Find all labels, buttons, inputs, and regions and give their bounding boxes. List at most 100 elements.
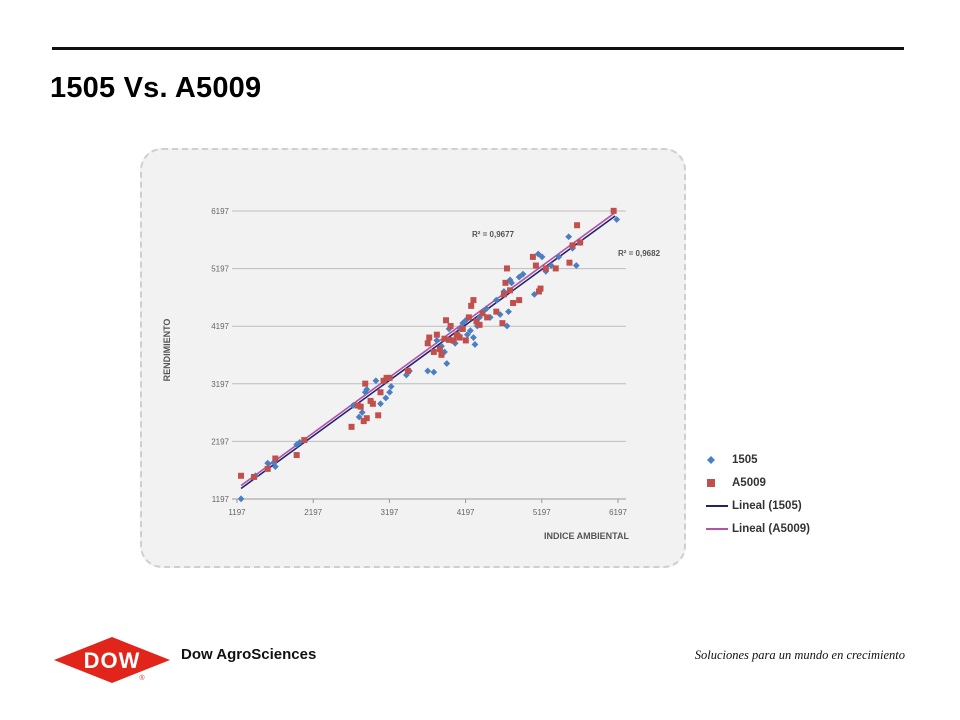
point-a5009: [503, 265, 510, 272]
point-a5009: [441, 335, 448, 342]
point-1505: [372, 377, 380, 385]
point-a5009: [462, 337, 469, 344]
point-a5009: [357, 403, 364, 410]
point-a5009: [473, 318, 480, 325]
point-a5009: [532, 262, 539, 269]
point-a5009: [610, 207, 617, 214]
point-a5009: [369, 400, 376, 407]
point-1505: [296, 438, 304, 446]
legend-label: Lineal (1505): [732, 499, 802, 512]
grid-lines: [232, 210, 626, 503]
point-a5009: [238, 472, 245, 479]
point-1505: [387, 383, 395, 390]
point-a5009: [447, 323, 454, 330]
point-a5009: [577, 239, 584, 246]
point-a5009: [502, 279, 509, 286]
data-points: [237, 207, 621, 503]
point-a5009: [450, 337, 457, 344]
point-a5009: [476, 321, 483, 328]
y-tick-label: 5197: [211, 265, 229, 274]
point-a5009: [360, 418, 367, 425]
point-a5009: [354, 402, 361, 409]
point-1505: [471, 341, 479, 348]
y-tick-label: 6197: [211, 207, 229, 216]
x-tick-label: 5197: [533, 508, 551, 517]
point-a5009: [426, 334, 433, 341]
point-1505: [467, 327, 474, 335]
point-a5009: [468, 302, 475, 309]
point-1505: [386, 388, 394, 396]
point-a5009: [383, 374, 390, 381]
point-1505: [430, 368, 438, 376]
x-tick-label: 6197: [609, 508, 627, 517]
brand-name: Dow AgroSciences: [181, 646, 317, 663]
x-tick-label: 1197: [228, 508, 246, 517]
point-a5009: [552, 265, 559, 272]
legend-label: A5009: [732, 476, 766, 489]
point-a5009: [542, 265, 549, 272]
point-a5009: [569, 242, 576, 249]
r2-annotation-1505: R² = 0,9682: [618, 249, 661, 258]
point-1505: [363, 385, 371, 393]
point-1505: [358, 409, 366, 416]
dow-diamond-icon: [54, 637, 170, 683]
point-a5009: [456, 334, 463, 341]
square-marker-icon: [707, 478, 715, 487]
point-a5009: [348, 423, 355, 430]
legend-label: Lineal (A5009): [732, 522, 810, 535]
point-1505: [565, 233, 573, 241]
y-tick-label: 3197: [211, 380, 229, 389]
point-1505: [508, 279, 515, 287]
point-a5009: [465, 314, 472, 321]
point-1505: [613, 216, 621, 223]
point-a5009: [430, 348, 437, 355]
footer: DOW ® Dow AgroSciences Soluciones para u…: [0, 630, 960, 690]
point-a5009: [264, 465, 271, 472]
point-1505: [492, 296, 500, 304]
x-tick-label: 3197: [381, 508, 399, 517]
point-1505: [505, 308, 512, 316]
point-1505: [382, 394, 390, 402]
point-a5009: [438, 351, 445, 358]
point-a5009: [453, 331, 460, 338]
point-a5009: [500, 291, 507, 298]
point-1505: [496, 311, 504, 318]
chart-panel: 1197 2197 3197 4197 5197 6197 1197 2197 3197 4197…: [140, 148, 686, 568]
line-marker-icon: [706, 527, 728, 530]
point-a5009: [404, 367, 411, 374]
registered-mark: ®: [139, 674, 145, 682]
axis-labels: INDICE AMBIENTAL RENDIMIENTO R² = 0,9677…: [162, 230, 661, 541]
point-1505: [377, 400, 384, 408]
diamond-marker-icon: [707, 455, 715, 464]
r2-annotation-a5009: R² = 0,9677: [472, 230, 515, 239]
point-a5009: [250, 473, 257, 480]
tagline: Soluciones para un mundo en crecimiento: [694, 648, 905, 662]
point-a5009: [380, 377, 387, 384]
point-1505: [470, 334, 477, 341]
point-a5009: [479, 310, 486, 317]
top-rule: [52, 47, 904, 50]
point-a5009: [493, 308, 500, 315]
point-1505: [264, 459, 272, 467]
point-a5009: [446, 336, 453, 343]
legend-label: 1505: [732, 453, 758, 466]
point-a5009: [433, 331, 440, 338]
x-tick-label: 2197: [304, 508, 322, 517]
y-tick-label: 2197: [211, 437, 229, 446]
point-a5009: [516, 297, 523, 304]
point-1505: [572, 262, 580, 269]
point-a5009: [301, 437, 308, 444]
point-a5009: [424, 340, 431, 347]
point-a5009: [470, 297, 477, 304]
point-1505: [271, 463, 279, 470]
y-tick-label: 1197: [212, 495, 230, 504]
slide-title: 1505 Vs. A5009: [50, 72, 262, 104]
point-1505: [443, 360, 451, 367]
point-a5009: [510, 299, 517, 306]
point-1505: [538, 253, 546, 261]
y-axis-label: RENDIMIENTO: [162, 319, 172, 382]
dow-logo: DOW ®: [54, 637, 170, 683]
point-a5009: [566, 259, 573, 266]
point-a5009: [484, 314, 491, 321]
line-marker-icon: [706, 504, 728, 507]
